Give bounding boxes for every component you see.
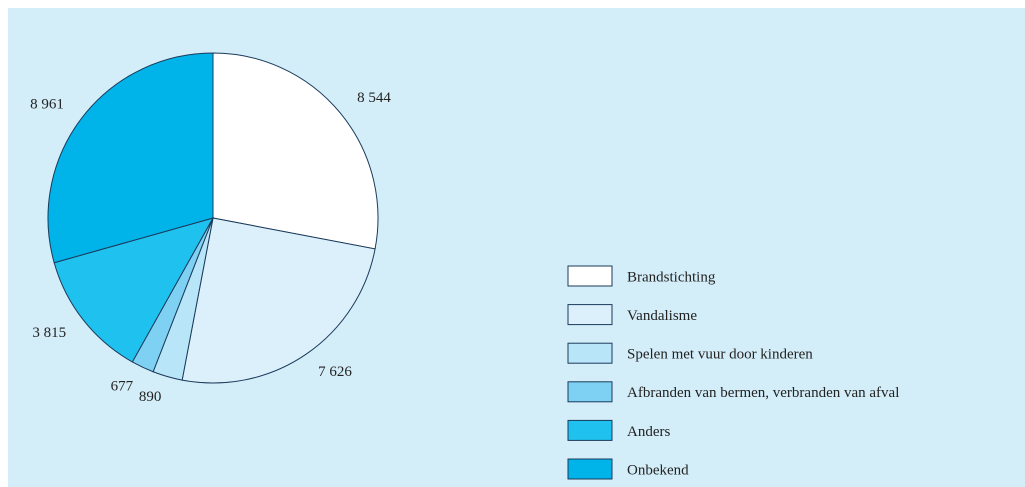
- legend-label: Anders: [627, 424, 670, 440]
- legend-swatch: [567, 304, 613, 326]
- pie-slice: [181, 217, 376, 384]
- legend-label: Onbekend: [627, 462, 689, 478]
- legend-label: Vandalisme: [627, 308, 697, 324]
- legend-swatch: [567, 265, 613, 287]
- data-label: 8 961: [30, 97, 64, 113]
- pie-slice: [47, 52, 214, 264]
- data-label: 8 544: [357, 90, 391, 106]
- legend-label: Spelen met vuur door kinderen: [627, 347, 813, 363]
- data-label: 890: [139, 389, 162, 405]
- data-label: 677: [111, 379, 134, 395]
- legend-swatch: [567, 458, 613, 480]
- pie-slice: [53, 217, 215, 363]
- data-label: 3 815: [32, 325, 66, 341]
- legend-label: Afbranden van bermen, verbranden van afv…: [627, 385, 899, 401]
- pie-slice: [212, 52, 379, 250]
- data-label: 7 626: [318, 364, 352, 380]
- legend-label: Brandstichting: [627, 269, 716, 285]
- legend-swatch: [567, 342, 613, 364]
- legend-swatch: [567, 381, 613, 403]
- legend-swatch: [567, 419, 613, 441]
